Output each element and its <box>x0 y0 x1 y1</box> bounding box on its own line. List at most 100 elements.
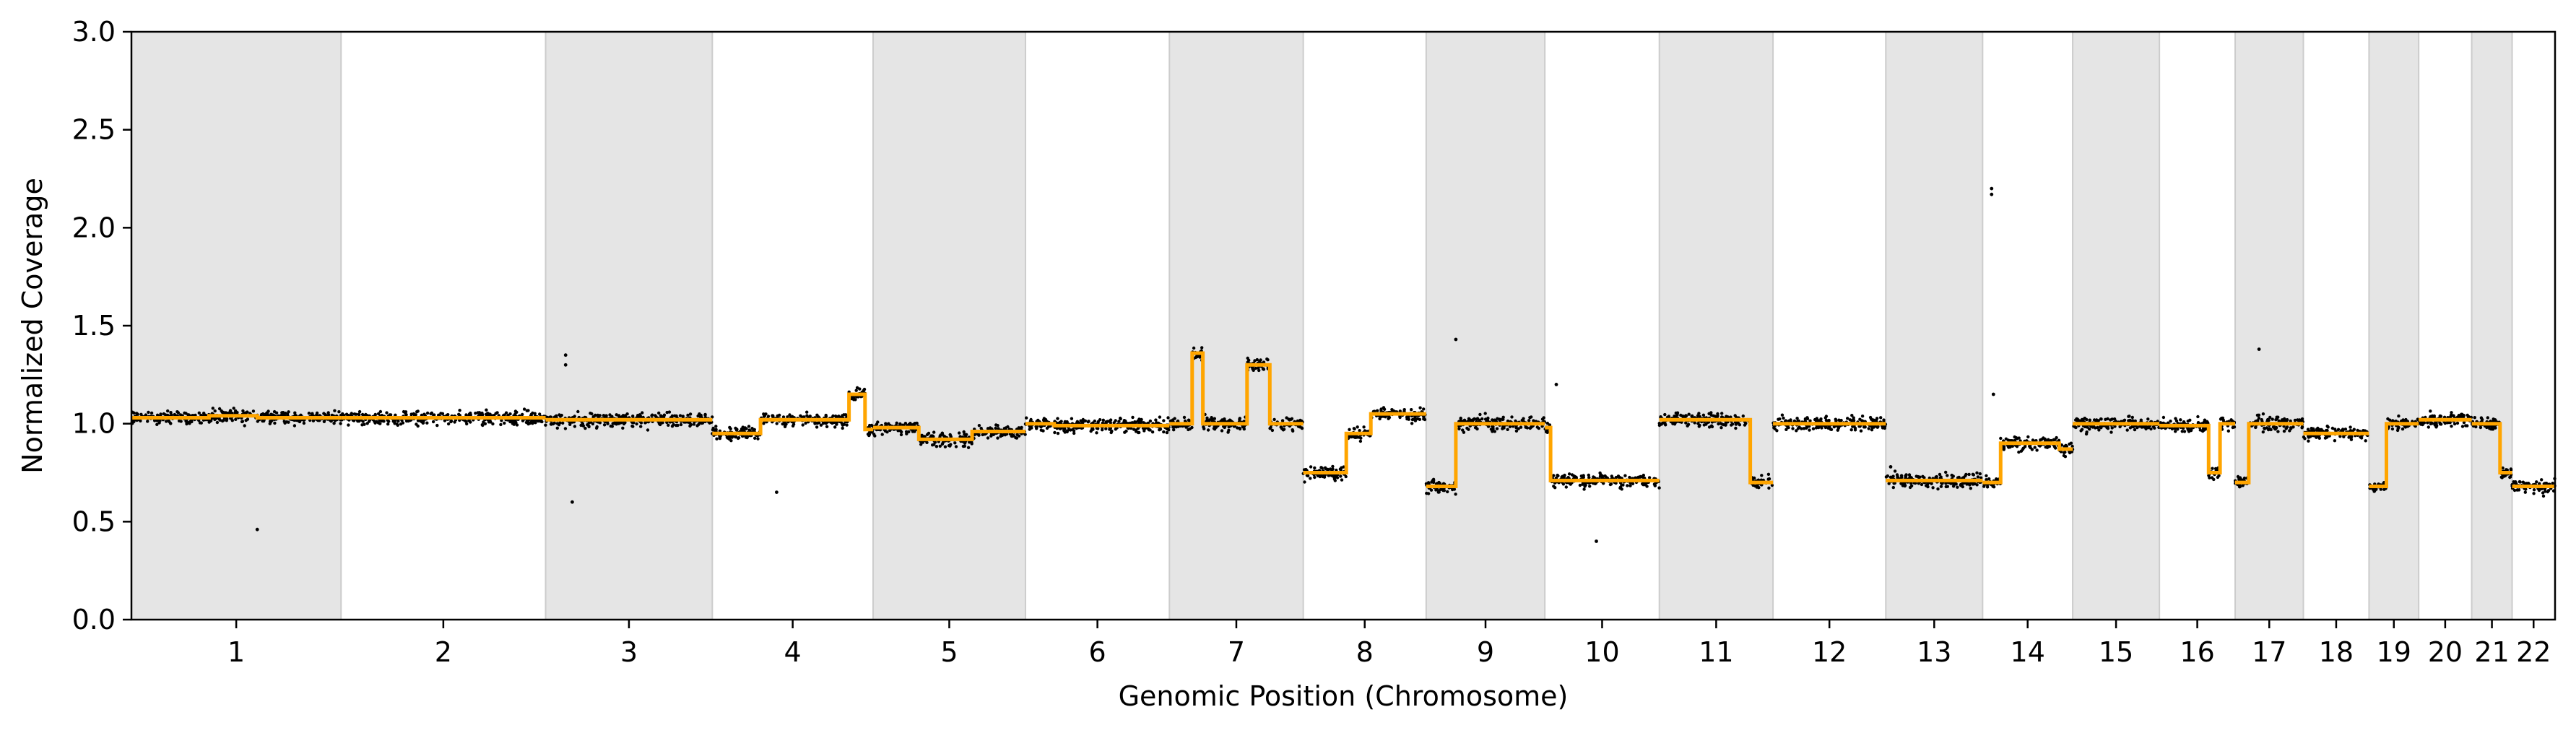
coverage-point <box>1791 427 1795 430</box>
coverage-point <box>703 413 707 417</box>
coverage-point <box>2019 449 2024 453</box>
coverage-point <box>2462 414 2466 417</box>
coverage-point <box>1657 423 1662 428</box>
coverage-point <box>2096 425 2099 430</box>
coverage-point <box>940 442 945 446</box>
coverage-point <box>1709 413 1713 417</box>
coverage-point <box>1407 417 1411 421</box>
coverage-point <box>1474 425 1478 430</box>
coverage-point <box>996 424 999 428</box>
coverage-point <box>1904 474 1907 478</box>
coverage-point <box>2106 427 2110 430</box>
coverage-point <box>1610 476 1614 480</box>
coverage-point <box>907 430 911 434</box>
coverage-point <box>606 422 610 425</box>
coverage-point <box>526 422 530 426</box>
coverage-point <box>2097 428 2101 432</box>
coverage-point <box>1123 430 1127 434</box>
coverage-point <box>2174 430 2177 433</box>
coverage-point <box>1814 426 1818 430</box>
coverage-point <box>1886 474 1889 478</box>
coverage-point <box>949 434 953 438</box>
coverage-point <box>615 413 618 417</box>
coverage-point <box>657 422 662 425</box>
coverage-point <box>2196 415 2200 419</box>
y-tick-label: 1.5 <box>72 310 116 342</box>
coverage-point <box>1228 419 1233 422</box>
coverage-point <box>953 441 957 445</box>
coverage-point <box>1309 465 1313 469</box>
coverage-point <box>1119 417 1122 421</box>
coverage-point <box>311 419 316 422</box>
coverage-point <box>781 415 786 419</box>
coverage-point <box>1719 426 1723 430</box>
coverage-point <box>302 421 306 425</box>
coverage-point <box>2174 419 2179 422</box>
coverage-point <box>365 422 369 425</box>
coverage-point <box>1213 417 1217 420</box>
coverage-point <box>1934 475 1938 479</box>
coverage-point <box>2188 418 2192 422</box>
x-tick-label-13: 13 <box>1917 636 1951 668</box>
coverage-point <box>1101 418 1106 422</box>
coverage-point <box>2057 438 2061 442</box>
coverage-point <box>1426 492 1431 495</box>
coverage-point <box>1519 425 1523 429</box>
coverage-point <box>576 409 580 414</box>
coverage-point <box>2226 429 2230 433</box>
coverage-point <box>1956 485 1959 489</box>
coverage-point <box>1330 468 1334 472</box>
coverage-point <box>2207 474 2211 477</box>
coverage-point <box>1527 419 1531 422</box>
coverage-point <box>1846 417 1849 420</box>
coverage-point <box>220 419 225 423</box>
coverage-point <box>555 426 559 430</box>
coverage-point <box>441 412 445 415</box>
coverage-point <box>1574 475 1578 480</box>
coverage-point <box>1800 427 1803 430</box>
coverage-point <box>469 420 472 424</box>
coverage-point <box>1985 478 1988 482</box>
coverage-point <box>1413 417 1416 421</box>
coverage-point <box>1020 425 1023 430</box>
coverage-point <box>1324 467 1328 471</box>
coverage-point <box>213 409 217 413</box>
coverage-point <box>1939 485 1943 488</box>
coverage-point <box>1819 417 1823 421</box>
y-axis-label: Normalized Coverage <box>17 178 48 474</box>
coverage-point <box>2017 436 2021 440</box>
coverage-point <box>880 433 884 436</box>
coverage-point <box>573 425 577 428</box>
x-tick-label-19: 19 <box>2377 636 2411 668</box>
coverage-point <box>1501 425 1505 429</box>
coverage-point <box>2092 418 2096 422</box>
coverage-point <box>1332 477 1337 481</box>
coverage-point <box>2260 418 2263 422</box>
coverage-point <box>1379 407 1383 411</box>
coverage-point <box>825 425 829 428</box>
coverage-point <box>1300 426 1304 430</box>
coverage-point <box>2021 446 2025 450</box>
coverage-point <box>2063 455 2068 459</box>
y-tick-label: 0.5 <box>72 506 116 537</box>
x-tick-label-2: 2 <box>435 636 452 668</box>
coverage-point <box>1946 474 1949 477</box>
coverage-point <box>1563 473 1566 477</box>
coverage-point <box>1805 416 1809 420</box>
coverage-point <box>2450 425 2453 428</box>
coverage-point <box>1398 415 1402 420</box>
coverage-point <box>994 426 997 430</box>
coverage-point <box>1887 482 1891 485</box>
coverage-point <box>281 411 285 415</box>
coverage-point <box>681 415 685 418</box>
coverage-point <box>2317 435 2320 438</box>
coverage-point <box>954 445 958 448</box>
coverage-point <box>339 422 342 425</box>
coverage-point <box>1268 427 1272 430</box>
coverage-point <box>1150 430 1155 434</box>
coverage-point <box>641 411 644 415</box>
coverage-point <box>1560 475 1564 479</box>
coverage-point <box>1623 474 1627 477</box>
segment-line-chr6 <box>1025 422 1170 428</box>
coverage-point <box>558 421 562 425</box>
